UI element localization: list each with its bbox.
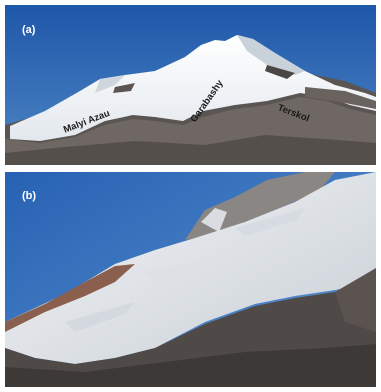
- panel-b-label: (b): [22, 190, 37, 202]
- glacier-photo-b: [5, 172, 376, 387]
- photo-panel-a: (a) Malyi Azau Garabashy Terskol: [5, 5, 376, 165]
- mountain-photo-a: [5, 5, 376, 165]
- panel-a-label: (a): [22, 24, 36, 36]
- photo-panel-b: (b): [5, 172, 376, 387]
